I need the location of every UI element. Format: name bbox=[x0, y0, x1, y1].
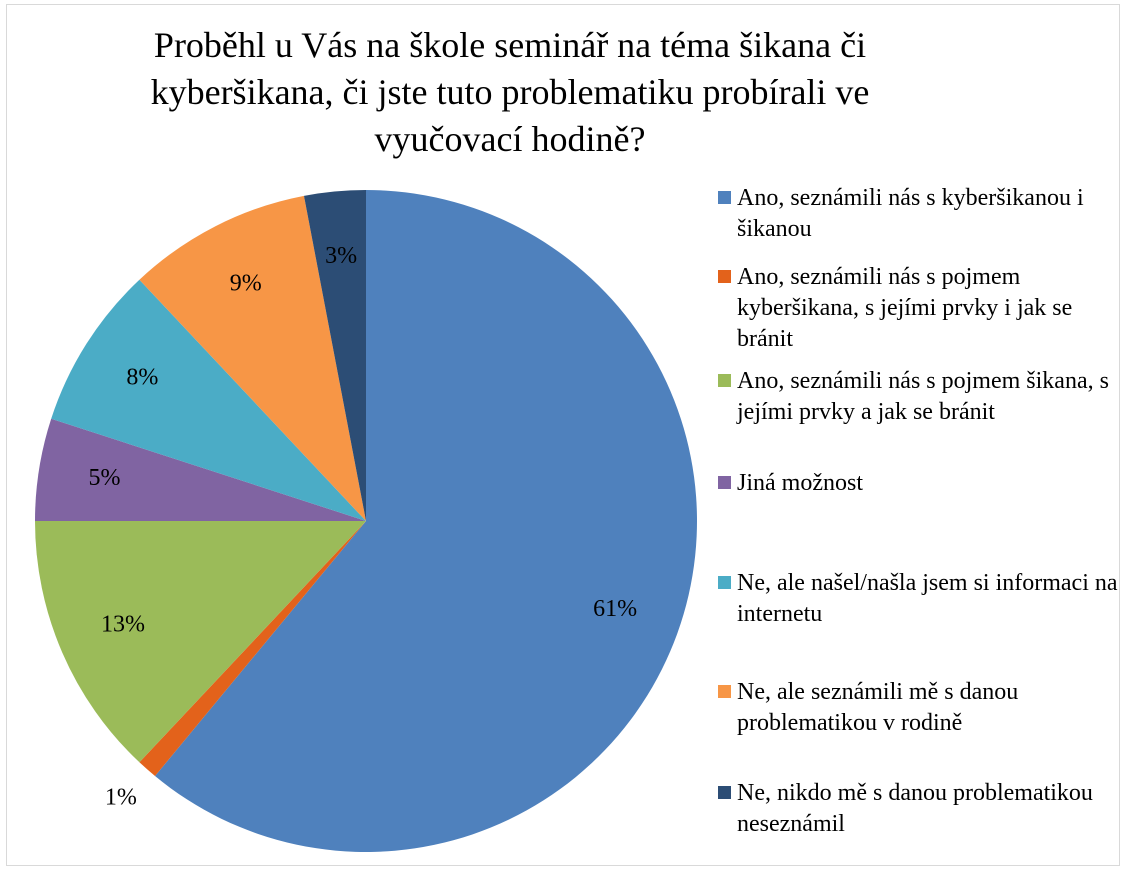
legend-swatch bbox=[718, 576, 731, 589]
pie-slice bbox=[139, 195, 366, 521]
pie-slice bbox=[35, 521, 366, 763]
data-label: 13% bbox=[101, 612, 145, 638]
legend-item: Ano, seznámili nás s kyberšikanou i šika… bbox=[718, 183, 1118, 245]
legend-label: Jiná možnost bbox=[737, 470, 863, 496]
chart-title: Proběhl u Vás na škole seminář na téma š… bbox=[150, 25, 870, 159]
legend-item: Ano, seznámili nás s pojmem kyberšikana,… bbox=[718, 262, 1118, 355]
legend-swatch bbox=[718, 270, 731, 283]
legend-label: Ano, seznámili nás s pojmem šikana, s je… bbox=[737, 368, 1109, 425]
data-label: 5% bbox=[88, 465, 120, 491]
data-label: 3% bbox=[325, 243, 357, 269]
legend-swatch bbox=[718, 786, 731, 799]
legend-swatch bbox=[718, 191, 731, 204]
data-label: 8% bbox=[126, 365, 158, 391]
chart-frame bbox=[6, 4, 1120, 866]
data-label: 9% bbox=[230, 271, 262, 297]
legend-label: Ne, ale seznámili mě s danou problematik… bbox=[737, 679, 1019, 736]
legend-item: Ano, seznámili nás s pojmem šikana, s je… bbox=[718, 366, 1118, 428]
pie-slice bbox=[155, 190, 698, 853]
data-label: 61% bbox=[593, 596, 637, 622]
legend-swatch bbox=[718, 374, 731, 387]
legend-item: Jiná možnost bbox=[718, 468, 1118, 499]
legend-label: Ne, nikdo mě s danou problematikou nesez… bbox=[737, 780, 1093, 837]
legend-label: Ano, seznámili nás s pojmem kyberšikana,… bbox=[737, 264, 1073, 352]
pie-slice bbox=[139, 521, 366, 777]
legend-item: Ne, ale seznámili mě s danou problematik… bbox=[718, 677, 1118, 739]
data-label: 1% bbox=[105, 785, 137, 811]
legend-swatch bbox=[718, 685, 731, 698]
pie-slice bbox=[51, 279, 367, 521]
legend-item: Ne, ale našel/našla jsem si informaci na… bbox=[718, 568, 1118, 630]
legend-label: Ano, seznámili nás s kyberšikanou i šika… bbox=[737, 185, 1084, 242]
pie-slice bbox=[35, 418, 366, 521]
legend-item: Ne, nikdo mě s danou problematikou nesez… bbox=[718, 778, 1118, 840]
pie-slice bbox=[303, 190, 366, 521]
legend-label: Ne, ale našel/našla jsem si informaci na… bbox=[737, 570, 1118, 627]
legend-swatch bbox=[718, 476, 731, 489]
